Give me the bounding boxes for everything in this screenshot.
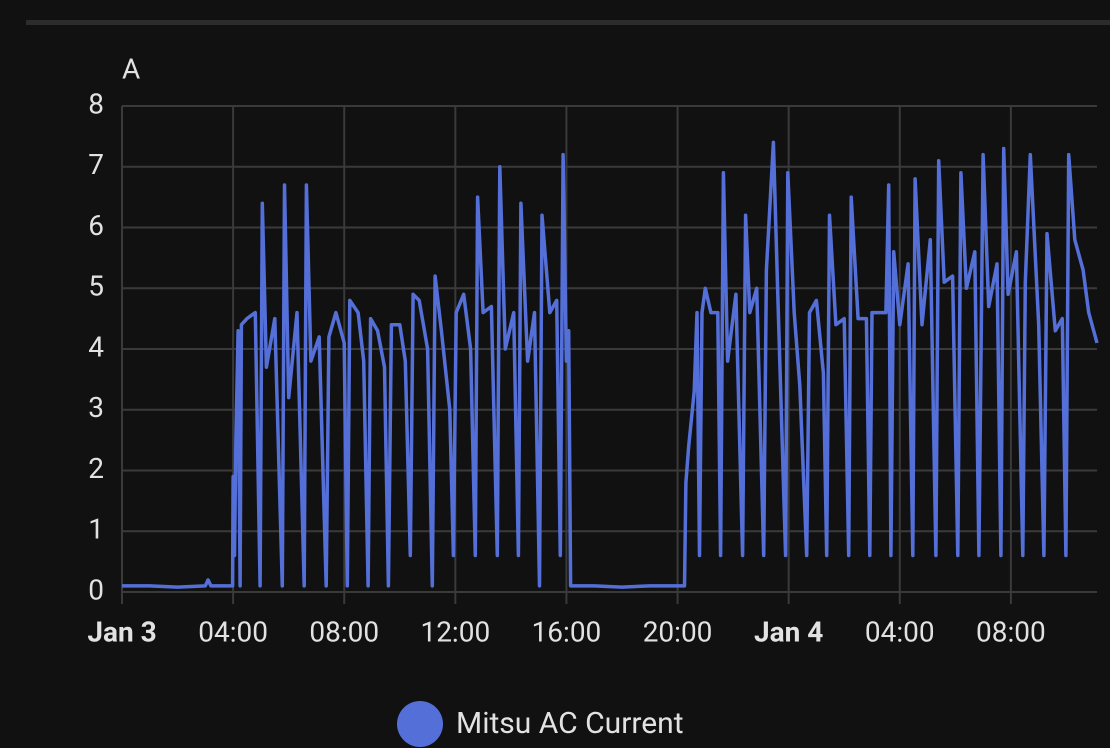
x-tick-label: 04:00 xyxy=(865,615,935,648)
x-tick-label: 20:00 xyxy=(643,615,713,648)
y-tick-label: 6 xyxy=(88,209,104,242)
x-tick-label: 08:00 xyxy=(976,615,1046,648)
y-tick-label: 5 xyxy=(88,270,104,303)
legend-label: Mitsu AC Current xyxy=(456,706,684,741)
y-tick-label: 4 xyxy=(88,330,104,363)
y-tick-label: 8 xyxy=(88,87,104,120)
y-tick-label: 3 xyxy=(88,391,104,424)
x-tick-label: 08:00 xyxy=(309,615,379,648)
y-unit-label: A xyxy=(122,52,140,85)
y-tick-label: 7 xyxy=(88,148,104,181)
x-tick-label: Jan 4 xyxy=(754,615,823,648)
y-tick-label: 0 xyxy=(88,573,104,606)
x-tick-label: 16:00 xyxy=(532,615,602,648)
y-tick-label: 2 xyxy=(88,452,104,485)
legend-swatch xyxy=(397,701,443,747)
data-line xyxy=(122,140,1099,589)
x-tick-label: 12:00 xyxy=(420,615,490,648)
card-divider xyxy=(26,20,1110,25)
x-tick-label: Jan 3 xyxy=(87,615,156,648)
y-tick-label: 1 xyxy=(88,513,104,546)
x-tick-label: 04:00 xyxy=(198,615,268,648)
